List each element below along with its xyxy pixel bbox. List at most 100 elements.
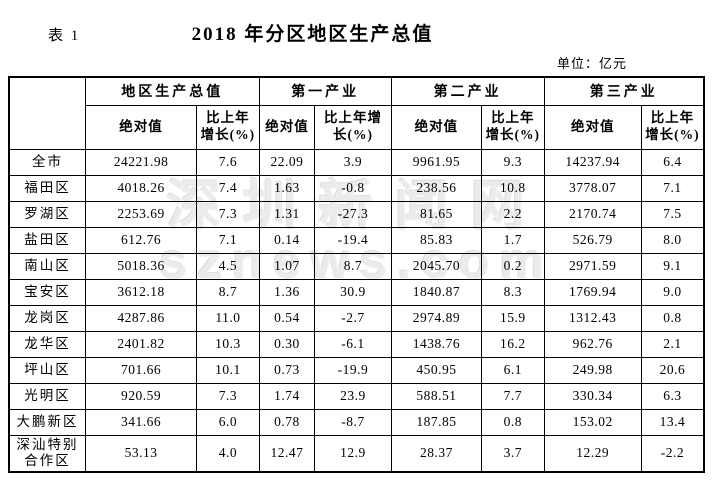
- value-cell: 7.1: [640, 174, 705, 202]
- value-cell: 9.0: [640, 278, 705, 306]
- table-row: 龙岗区 4287.86 11.0 0.54 -2.7 2974.89 15.9 1312.43…: [8, 304, 705, 332]
- gdp-table: 地区生产总值 第一产业 第二产业 第三产业 绝对值 比上年增长(%) 绝对值 比上年增…: [8, 76, 705, 474]
- group-header-secondary-industry: 第二产业: [390, 76, 545, 106]
- unit-note: 单位：亿元: [556, 56, 627, 71]
- table-row: 坪山区 701.66 10.1 0.73 -19.9 450.95 6.1 249.98 20.…: [8, 356, 705, 384]
- value-cell: -2.2: [640, 434, 705, 473]
- region-name: 大鹏新区: [8, 408, 86, 436]
- value-cell: 10.8: [481, 174, 545, 202]
- table-row: 大鹏新区 341.66 6.0 0.78 -8.7 187.85 0.8 153.02 13.4: [8, 408, 705, 436]
- region-name: 光明区: [8, 382, 86, 410]
- value-cell: 7.3: [196, 382, 260, 410]
- table-row: 福田区 4018.26 7.4 1.63 -0.8 238.56 10.8 3778.07 7.…: [8, 174, 705, 202]
- value-cell: 9961.95: [390, 148, 483, 176]
- table-row: 全市 24221.98 7.6 22.09 3.9 9961.95 9.3 14237.94 6…: [8, 148, 705, 176]
- value-cell: 13.4: [640, 408, 705, 436]
- value-cell: -19.9: [314, 356, 392, 384]
- value-cell: 1.74: [258, 382, 316, 410]
- region-name: 宝安区: [8, 278, 86, 306]
- value-cell: 5018.36: [84, 252, 198, 280]
- value-cell: 1.07: [258, 252, 316, 280]
- value-cell: 7.4: [196, 174, 260, 202]
- value-cell: 4.5: [196, 252, 260, 280]
- value-cell: 0.78: [258, 408, 316, 436]
- value-cell: 2974.89: [390, 304, 483, 332]
- sub-header-row: 绝对值 比上年增长(%) 绝对值 比上年增长(%) 绝对值 比上年增长(%) 绝对值 比上年增…: [9, 104, 705, 150]
- value-cell: 7.5: [640, 200, 705, 228]
- value-cell: 9.1: [640, 252, 705, 280]
- value-cell: 6.3: [640, 382, 705, 410]
- value-cell: 2253.69: [84, 200, 198, 228]
- region-name: 南山区: [8, 252, 86, 280]
- value-cell: 8.7: [314, 252, 392, 280]
- value-cell: 330.34: [543, 382, 642, 410]
- value-cell: 7.6: [196, 148, 260, 176]
- subheader-yoy-growth: 比上年增长(%): [481, 104, 545, 150]
- subheader-absolute-value: 绝对值: [258, 104, 316, 150]
- table-row: 龙华区 2401.82 10.3 0.30 -6.1 1438.76 16.2 962.76 2…: [8, 330, 705, 358]
- value-cell: 6.4: [640, 148, 705, 176]
- corner-cell: [8, 76, 86, 150]
- subheader-absolute-value: 绝对值: [390, 104, 483, 150]
- region-name: 龙华区: [8, 330, 86, 358]
- value-cell: 1.7: [481, 226, 545, 254]
- value-cell: 1.63: [258, 174, 316, 202]
- value-cell: 0.8: [481, 408, 545, 436]
- value-cell: 238.56: [390, 174, 483, 202]
- value-cell: 0.8: [640, 304, 705, 332]
- value-cell: 14237.94: [543, 148, 642, 176]
- table-row: 光明区 920.59 7.3 1.74 23.9 588.51 7.7 330.34 6.3: [8, 382, 705, 410]
- value-cell: 588.51: [390, 382, 483, 410]
- value-cell: 4018.26: [84, 174, 198, 202]
- subheader-absolute-value: 绝对值: [543, 104, 642, 150]
- value-cell: 1.36: [258, 278, 316, 306]
- table-row: 罗湖区 2253.69 7.3 1.31 -27.3 81.65 2.2 2170.74 7.5: [8, 200, 705, 228]
- value-cell: 8.0: [640, 226, 705, 254]
- table-row: 宝安区 3612.18 8.7 1.36 30.9 1840.87 8.3 1769.94 9.…: [8, 278, 705, 306]
- value-cell: 1438.76: [390, 330, 483, 358]
- region-name: 罗湖区: [8, 200, 86, 228]
- value-cell: 0.2: [481, 252, 545, 280]
- value-cell: 920.59: [84, 382, 198, 410]
- table-row: 深汕特别合作区 53.13 4.0 12.47 12.9 28.37 3.7 12.29 -2.…: [8, 434, 705, 473]
- value-cell: 12.9: [314, 434, 392, 473]
- value-cell: 1312.43: [543, 304, 642, 332]
- value-cell: 2045.70: [390, 252, 483, 280]
- group-header-gdp: 地区生产总值: [84, 76, 260, 106]
- value-cell: 28.37: [390, 434, 483, 473]
- value-cell: 249.98: [543, 356, 642, 384]
- value-cell: 1769.94: [543, 278, 642, 306]
- value-cell: 2971.59: [543, 252, 642, 280]
- value-cell: 16.2: [481, 330, 545, 358]
- value-cell: 7.7: [481, 382, 545, 410]
- value-cell: 701.66: [84, 356, 198, 384]
- value-cell: 3778.07: [543, 174, 642, 202]
- value-cell: 9.3: [481, 148, 545, 176]
- region-name: 福田区: [8, 174, 86, 202]
- table-body: 全市 24221.98 7.6 22.09 3.9 9961.95 9.3 14237.94 6…: [8, 148, 705, 473]
- group-header-tertiary-industry: 第三产业: [543, 76, 705, 106]
- subheader-yoy-growth: 比上年增长(%): [314, 104, 392, 150]
- table-row: 盐田区 612.76 7.1 0.14 -19.4 85.83 1.7 526.79 8.0: [8, 226, 705, 254]
- value-cell: 153.02: [543, 408, 642, 436]
- value-cell: 2.2: [481, 200, 545, 228]
- value-cell: 20.6: [640, 356, 705, 384]
- value-cell: 962.76: [543, 330, 642, 358]
- value-cell: 0.73: [258, 356, 316, 384]
- table-number-label: 表 1: [48, 28, 81, 44]
- value-cell: 2170.74: [543, 200, 642, 228]
- region-name: 全市: [8, 148, 86, 176]
- value-cell: 2401.82: [84, 330, 198, 358]
- value-cell: 7.3: [196, 200, 260, 228]
- value-cell: 612.76: [84, 226, 198, 254]
- value-cell: 1840.87: [390, 278, 483, 306]
- subheader-absolute-value: 绝对值: [84, 104, 198, 150]
- value-cell: 8.3: [481, 278, 545, 306]
- value-cell: -2.7: [314, 304, 392, 332]
- value-cell: 2.1: [640, 330, 705, 358]
- value-cell: 187.85: [390, 408, 483, 436]
- value-cell: 3.7: [481, 434, 545, 473]
- value-cell: 3612.18: [84, 278, 198, 306]
- subheader-yoy-growth: 比上年增长(%): [196, 104, 260, 150]
